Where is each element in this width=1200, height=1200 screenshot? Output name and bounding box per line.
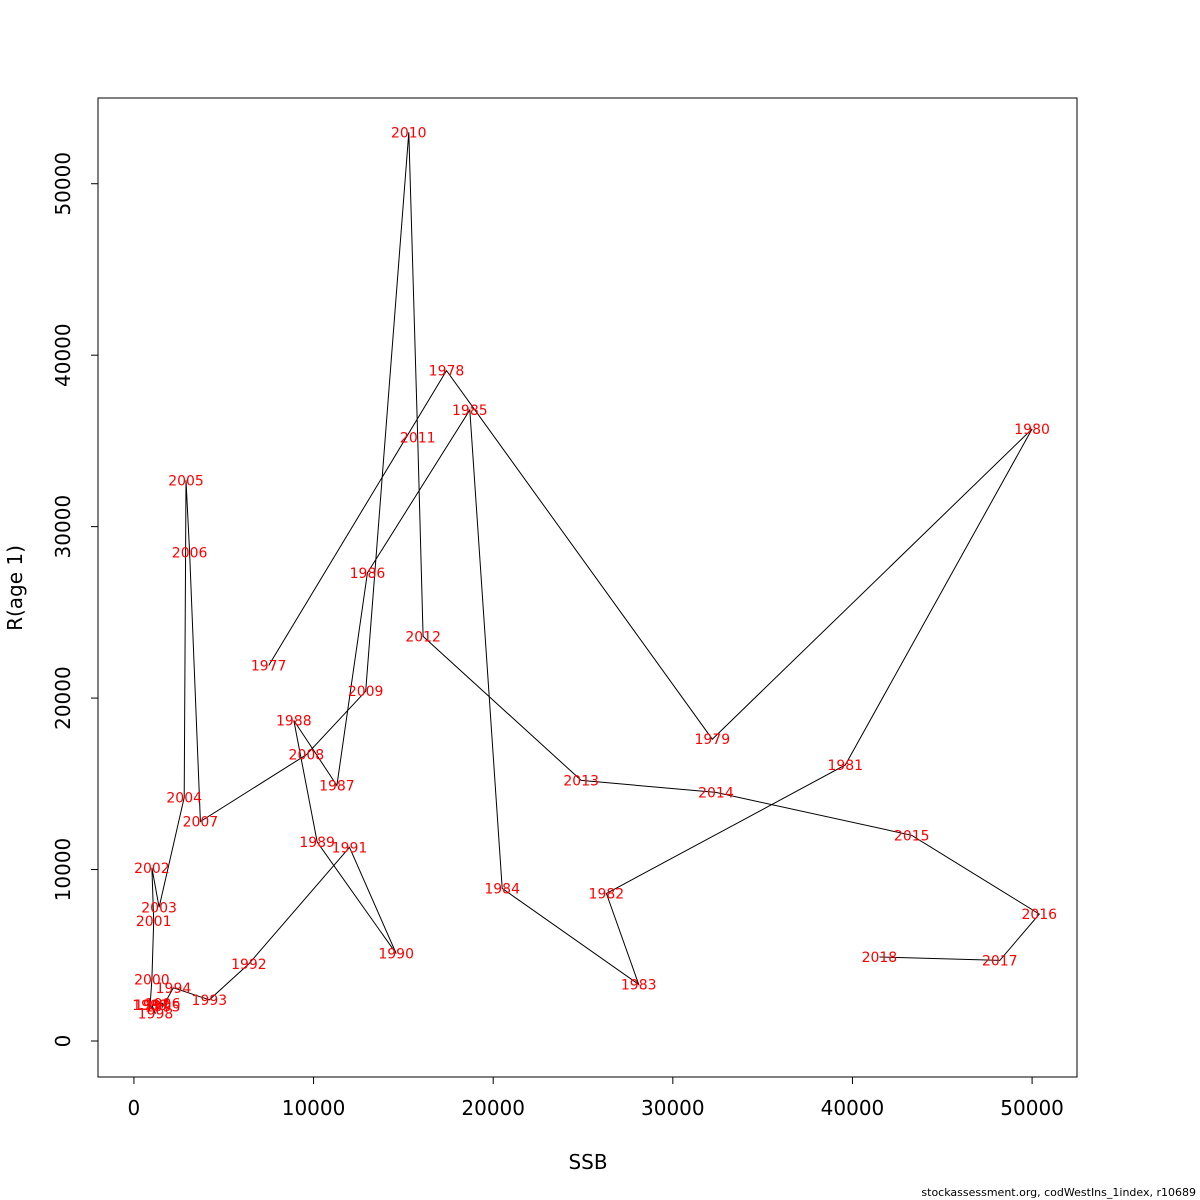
year-label-1999: 1999	[132, 998, 168, 1014]
x-tick-label: 30000	[641, 1096, 705, 1120]
recruitment-series	[149, 132, 1041, 1014]
year-label-1979: 1979	[695, 732, 731, 748]
x-tick-label: 10000	[282, 1096, 346, 1120]
year-label-2018: 2018	[862, 950, 898, 966]
year-label-1980: 1980	[1014, 422, 1050, 438]
year-label-1982: 1982	[589, 887, 625, 903]
year-label-1997: 1997	[134, 998, 170, 1014]
x-axis: 0 10000 20000 30000 40000 50000	[128, 1076, 1064, 1120]
y-tick-label: 20000	[51, 666, 75, 730]
year-label-1996: 1996	[145, 996, 181, 1012]
year-label-2012: 2012	[405, 629, 441, 645]
year-label-1985: 1985	[452, 403, 488, 419]
year-label-1991: 1991	[332, 840, 368, 856]
year-label-1986: 1986	[350, 566, 386, 582]
x-tick-label: 0	[128, 1096, 141, 1120]
year-label-2010: 2010	[391, 125, 427, 141]
source-footer: stockassessment.org, codWestIns_1index, …	[921, 1186, 1196, 1199]
year-label-1995: 1995	[145, 1000, 181, 1016]
y-tick-label: 0	[51, 1035, 75, 1048]
year-label-1998: 1998	[138, 1007, 174, 1023]
year-label-2001: 2001	[136, 914, 172, 930]
year-label-1977: 1977	[251, 659, 287, 675]
year-label-2005: 2005	[168, 473, 204, 489]
year-label-1981: 1981	[827, 758, 863, 774]
year-label-2003: 2003	[141, 900, 177, 916]
year-label-1992: 1992	[231, 957, 267, 973]
year-label-2009: 2009	[348, 684, 384, 700]
y-tick-label: 10000	[51, 838, 75, 902]
year-label-2015: 2015	[894, 828, 930, 844]
y-tick-label: 50000	[51, 152, 75, 216]
y-tick-label: 30000	[51, 495, 75, 559]
y-axis: 0 10000 20000 30000 40000 50000	[51, 152, 99, 1048]
year-label-1989: 1989	[299, 835, 335, 851]
year-label-2008: 2008	[289, 748, 325, 764]
year-label-1983: 1983	[621, 977, 657, 993]
year-label-1978: 1978	[429, 364, 465, 380]
recruitment-path	[149, 132, 1041, 1014]
year-label-2014: 2014	[698, 785, 734, 801]
year-label-1984: 1984	[484, 881, 520, 897]
year-label-2007: 2007	[183, 815, 219, 831]
year-labels: 1977 1978 1979 1980 1981 1982 1983 1984 1985 1986…	[132, 125, 1057, 1022]
year-label-2011: 2011	[400, 430, 436, 446]
year-label-1987: 1987	[319, 779, 355, 795]
year-label-1990: 1990	[378, 947, 414, 963]
year-label-2002: 2002	[134, 861, 170, 877]
year-label-2016: 2016	[1021, 907, 1057, 923]
year-label-2013: 2013	[563, 773, 599, 789]
x-tick-label: 50000	[1000, 1096, 1064, 1120]
year-label-1994: 1994	[156, 981, 192, 997]
year-label-1988: 1988	[276, 713, 312, 729]
y-axis-title: R(age 1)	[3, 545, 27, 631]
x-tick-label: 40000	[821, 1096, 885, 1120]
x-tick-label: 20000	[461, 1096, 525, 1120]
plot-frame	[97, 97, 1078, 1078]
year-label-2004: 2004	[166, 791, 202, 807]
x-axis-title: SSB	[568, 1150, 607, 1174]
year-label-1993: 1993	[192, 993, 228, 1009]
y-tick-label: 40000	[51, 323, 75, 387]
year-label-2017: 2017	[982, 953, 1018, 969]
year-label-2000: 2000	[134, 972, 170, 988]
year-label-2006: 2006	[172, 545, 208, 561]
